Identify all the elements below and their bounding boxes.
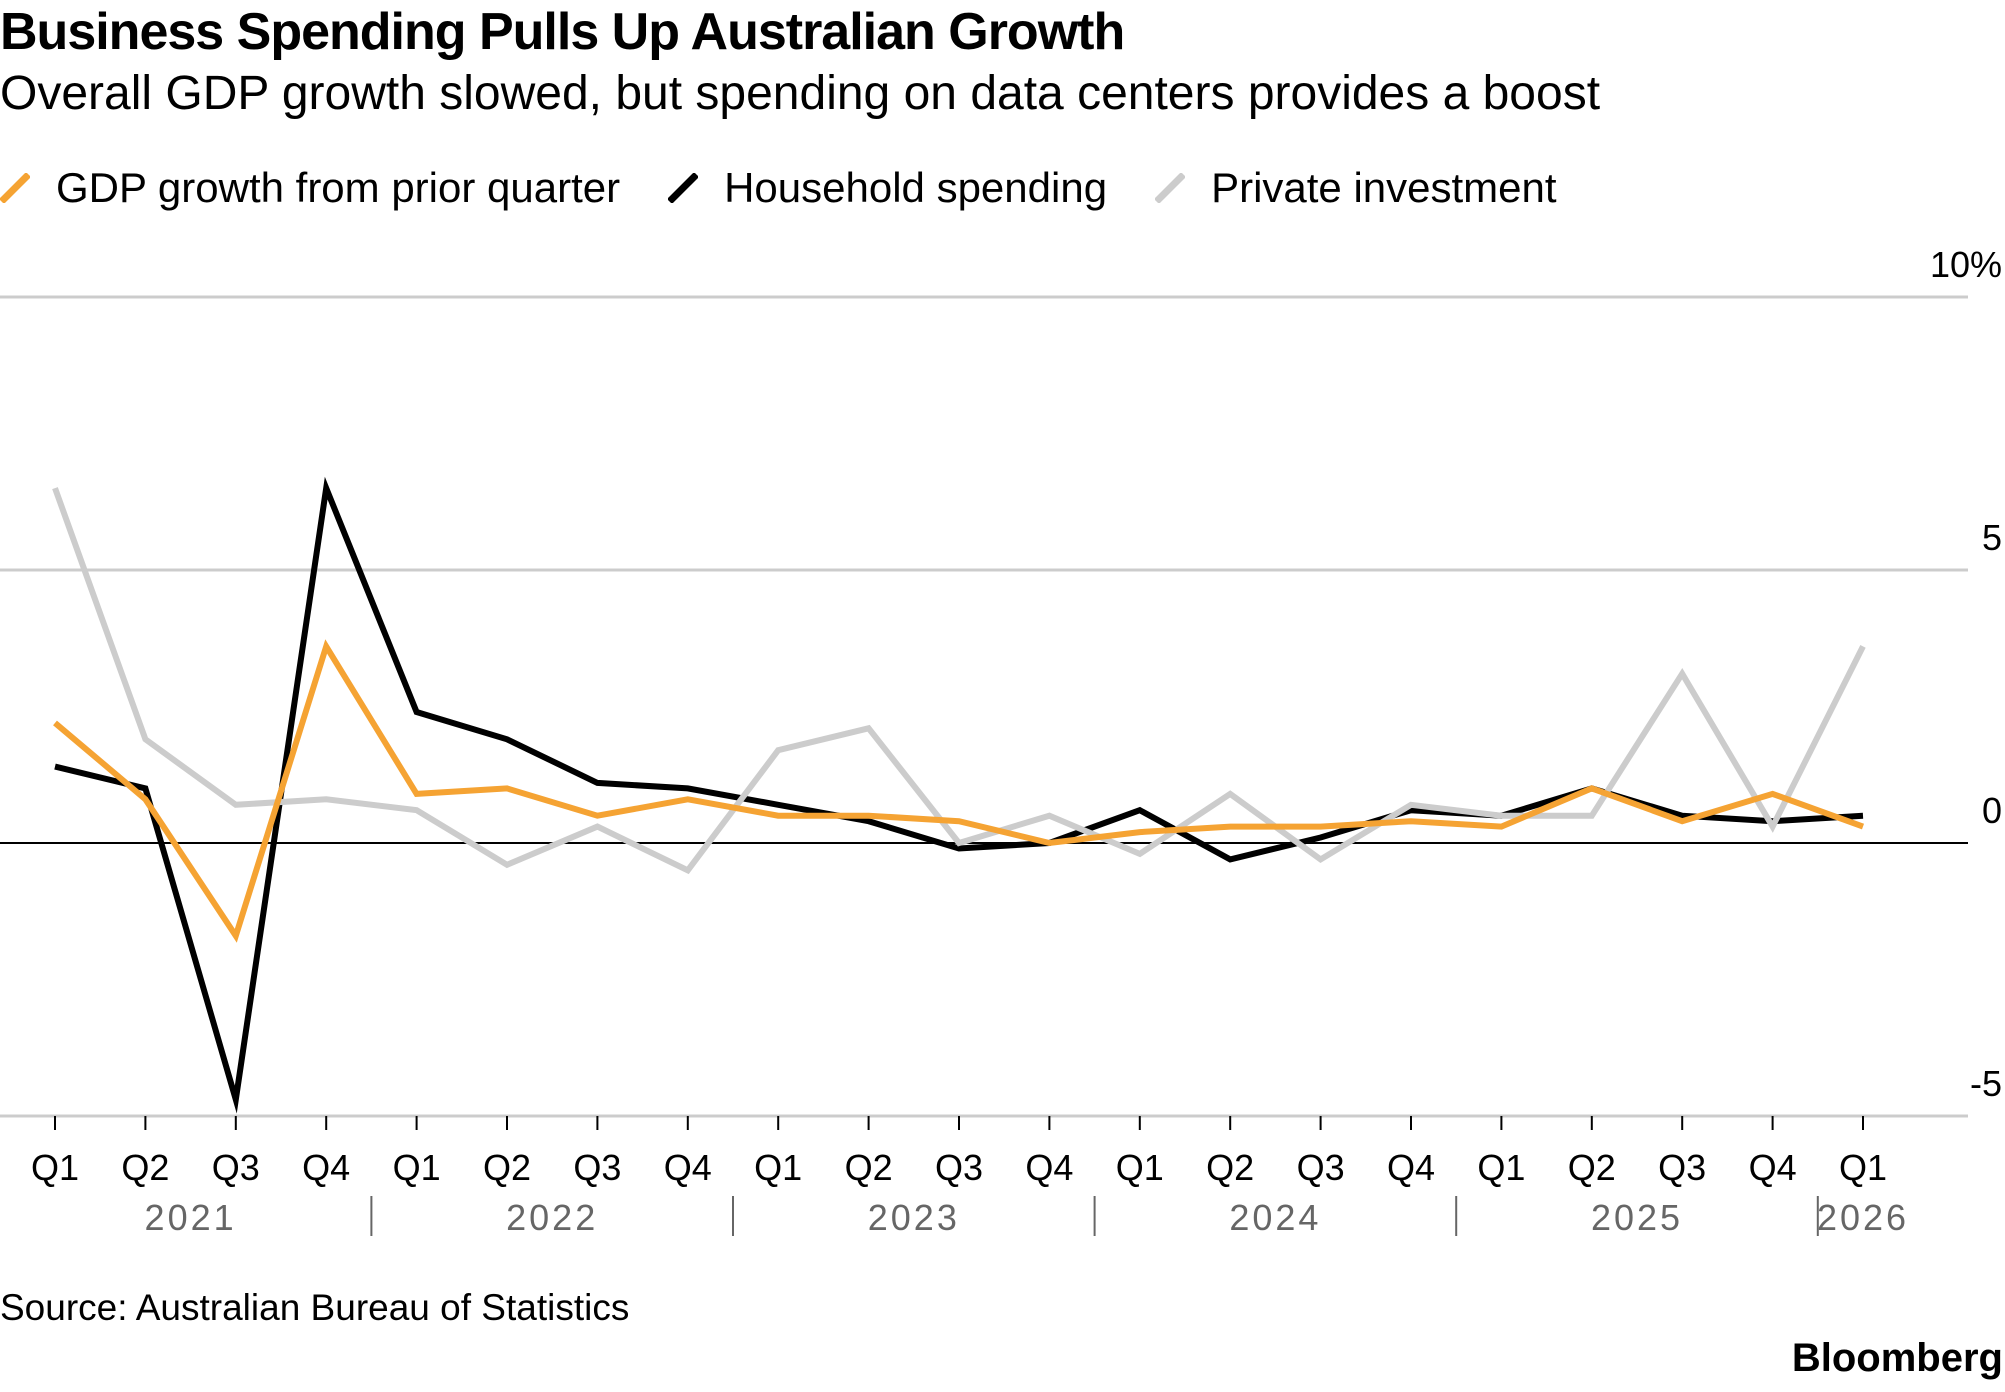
legend-swatch-household: [668, 173, 699, 203]
x-tick-label: Q2: [845, 1147, 893, 1188]
x-tick-label: Q4: [302, 1147, 350, 1188]
x-tick-label: Q1: [1477, 1147, 1525, 1188]
x-tick-label: Q3: [212, 1147, 260, 1188]
year-label: 2021: [145, 1197, 237, 1238]
y-tick-label: 0: [1982, 790, 2002, 831]
x-tick-label: Q3: [1297, 1147, 1345, 1188]
x-tick-label: Q1: [1116, 1147, 1164, 1188]
bloomberg-logo: Bloomberg: [1791, 1336, 2003, 1380]
chart-title: Business Spending Pulls Up Australian Gr…: [0, 3, 1125, 61]
x-tick-label: Q4: [1749, 1147, 1797, 1188]
x-tick-label: Q2: [1568, 1147, 1616, 1188]
x-tick-label: Q2: [483, 1147, 531, 1188]
legend-label-investment: Private investment: [1211, 164, 1557, 211]
legend-item-gdp: GDP growth from prior quarter: [0, 164, 620, 212]
x-tick-label: Q4: [1025, 1147, 1073, 1188]
series-line-private-investment: [52, 487, 1866, 875]
legend-swatch-gdp: [0, 173, 30, 203]
x-tick-label: Q2: [121, 1147, 169, 1188]
x-tick-label: Q3: [573, 1147, 621, 1188]
year-label: 2024: [1229, 1197, 1321, 1238]
x-tick-label: Q4: [664, 1147, 712, 1188]
chart-subtitle: Overall GDP growth slowed, but spending …: [0, 67, 1601, 120]
x-tick-label: Q3: [935, 1147, 983, 1188]
legend-item-household: Household spending: [668, 164, 1107, 212]
x-tick-label: Q1: [754, 1147, 802, 1188]
year-label: 2025: [1591, 1197, 1683, 1238]
x-tick-label: Q4: [1387, 1147, 1435, 1188]
x-tick-label: Q1: [393, 1147, 441, 1188]
x-tick-label: Q1: [31, 1147, 79, 1188]
y-tick-label: -5: [1970, 1063, 2002, 1104]
legend-swatch-investment: [1155, 173, 1186, 203]
series-line-household-spending: [54, 476, 1864, 1114]
legend-label-gdp: GDP growth from prior quarter: [56, 164, 621, 211]
x-tick-label: Q1: [1839, 1147, 1887, 1188]
x-tick-label: Q3: [1658, 1147, 1706, 1188]
y-tick-label: 5: [1982, 517, 2002, 558]
legend-item-investment: Private investment: [1155, 164, 1557, 212]
source-note: Source: Australian Bureau of Statistics: [0, 1287, 630, 1328]
y-tick-label: 10%: [1930, 244, 2002, 285]
x-tick-label: Q2: [1206, 1147, 1254, 1188]
series-line-gdp-growth-from-prior-quarter: [53, 639, 1865, 943]
year-label: 2023: [868, 1197, 960, 1238]
year-label: 2022: [506, 1197, 598, 1238]
legend-label-household: Household spending: [724, 164, 1108, 211]
year-label: 2026: [1817, 1197, 1909, 1238]
legend: GDP growth from prior quarter Household …: [0, 158, 1605, 218]
